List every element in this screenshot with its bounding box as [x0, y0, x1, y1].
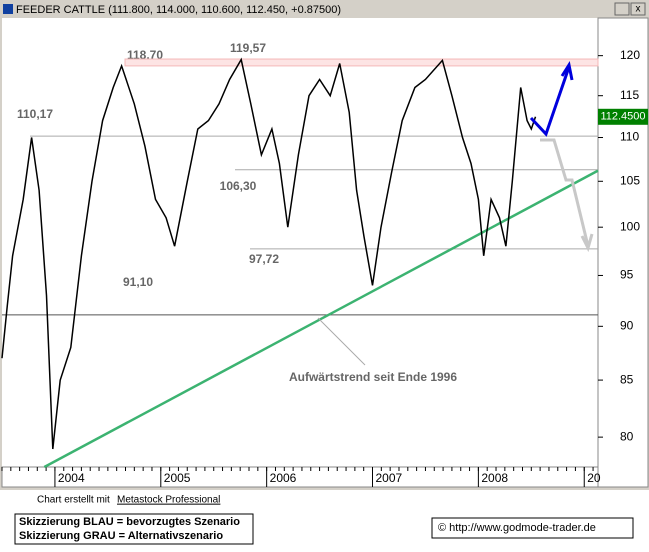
- grey-scenario: [540, 138, 590, 247]
- level-label: 110,17: [17, 107, 53, 121]
- price-line: [1, 57, 537, 450]
- y-tick-label: 100: [620, 219, 640, 233]
- restore-button[interactable]: [614, 2, 630, 16]
- close-button[interactable]: [630, 2, 646, 16]
- window-icon: [3, 4, 13, 14]
- close-icon: x: [636, 4, 641, 15]
- annotation: Aufwärtstrend seit Ende 1996: [289, 370, 457, 384]
- last-price-box: [598, 108, 648, 125]
- last-price-label: 112.4500: [600, 111, 645, 123]
- credit-prefix: Chart erstellt mit: [37, 495, 110, 506]
- y-tick-label: 115: [620, 88, 639, 102]
- credit-link[interactable]: Metastock Professional: [117, 495, 220, 506]
- window-title: FEEDER CATTLE (111.800, 114.000, 110.600…: [16, 4, 341, 16]
- x-tick-label: 2005: [164, 471, 191, 485]
- y-tick-label: 110: [620, 130, 639, 144]
- y-tick-label: 120: [620, 48, 640, 62]
- plot-area: [2, 18, 598, 467]
- grey-arrowhead: [580, 233, 594, 253]
- blue-arrowhead: [560, 61, 574, 81]
- x-tick-label: 2008: [481, 471, 508, 485]
- y-tick-label: 80: [620, 429, 634, 443]
- copyright-box: [431, 517, 634, 539]
- level-label: 97,72: [249, 252, 279, 266]
- y-axis-band: [597, 17, 649, 488]
- level-label: 106,30: [220, 179, 257, 193]
- x-tick-label: 2004: [58, 471, 85, 485]
- legend-blue: Skizzierung BLAU = bevorzugtes Szenario: [19, 516, 240, 528]
- trendline: [43, 169, 599, 469]
- x-tick-label: 2007: [376, 471, 403, 485]
- blue-scenario: [529, 66, 571, 137]
- y-tick-label: 85: [620, 372, 634, 386]
- x-tick-label: 20: [587, 471, 601, 485]
- level-label: 91,10: [123, 275, 153, 289]
- legend-box: [14, 513, 254, 545]
- copyright: © http://www.godmode-trader.de: [438, 522, 596, 534]
- annotation-leader: [317, 317, 366, 366]
- x-axis-band: [1, 466, 599, 488]
- y-tick-label: 105: [620, 173, 640, 187]
- level-label: 119,57: [230, 41, 266, 55]
- legend-grey: Skizzierung GRAU = Alternativszenario: [19, 530, 223, 542]
- y-tick-label: 90: [620, 318, 634, 332]
- plot: 118,70 119,57110,17106,3097,7291,10808590…: [1, 41, 648, 487]
- resistance-band: [124, 58, 599, 67]
- y-tick-label: 95: [620, 268, 634, 282]
- x-tick-label: 2006: [270, 471, 297, 485]
